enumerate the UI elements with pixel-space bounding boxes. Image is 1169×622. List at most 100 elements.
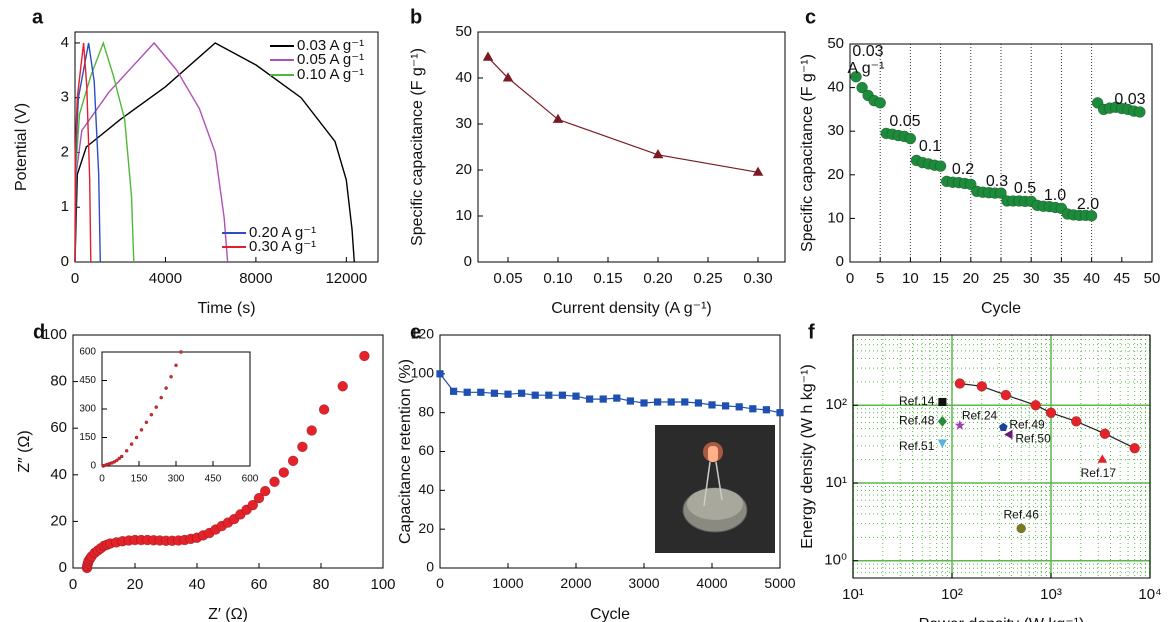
x-tick-label: 300 bbox=[168, 474, 185, 485]
data-line bbox=[74, 40, 135, 263]
y-tick-label: 0 bbox=[426, 559, 434, 575]
x-tick-label: 4000 bbox=[696, 575, 727, 591]
data-point bbox=[552, 113, 564, 123]
x-axis-title: Cycle bbox=[590, 606, 630, 622]
y-tick-label: 0 bbox=[836, 253, 844, 270]
panel-label: f bbox=[808, 321, 815, 343]
annotation: 0.2 bbox=[952, 161, 974, 178]
y-tick-label: 0 bbox=[90, 461, 96, 472]
y-tick-label: 20 bbox=[827, 166, 844, 183]
x-tick-label: 4000 bbox=[149, 270, 182, 287]
y-axis-title: Potential (V) bbox=[13, 103, 30, 191]
data-point bbox=[776, 409, 784, 417]
data-point bbox=[667, 398, 675, 406]
data-point bbox=[1134, 106, 1146, 118]
data-point bbox=[119, 454, 124, 459]
data-line bbox=[74, 41, 229, 263]
x-tick-label: 10² bbox=[941, 586, 963, 603]
y-tick-label: 100 bbox=[411, 365, 435, 381]
led-leg bbox=[703, 461, 711, 507]
data-point bbox=[164, 386, 168, 390]
data-point bbox=[1071, 416, 1082, 427]
data-point bbox=[114, 458, 119, 463]
annotation: 0.03 bbox=[1114, 91, 1145, 108]
data-point bbox=[247, 499, 259, 511]
x-tick-label: 0 bbox=[71, 270, 79, 287]
y-axis-title: Energy density (W h kg⁻¹) bbox=[799, 364, 816, 549]
point-label: Ref.17 bbox=[1081, 466, 1117, 480]
y-tick-label: 10 bbox=[455, 207, 472, 224]
y-tick-label: 20 bbox=[418, 520, 434, 536]
y-tick-label: 40 bbox=[455, 69, 472, 86]
point-label: Ref.14 bbox=[899, 394, 935, 408]
legend-label: 0.20 A g⁻¹ bbox=[249, 224, 316, 241]
point-label: Ref.46 bbox=[1004, 508, 1040, 522]
data-point bbox=[640, 399, 648, 407]
y-tick-label: 10⁰ bbox=[824, 552, 847, 569]
y-tick-label: 0 bbox=[464, 253, 472, 270]
x-tick-label: 0.25 bbox=[693, 270, 722, 287]
legend-label: 0.03 A g⁻¹ bbox=[297, 37, 364, 54]
x-tick-label: 0 bbox=[99, 474, 105, 485]
data-point bbox=[874, 97, 886, 109]
x-tick-label: 10⁴ bbox=[1138, 586, 1161, 603]
data-point bbox=[904, 132, 917, 145]
data-point bbox=[117, 456, 122, 461]
data-point bbox=[934, 160, 947, 172]
data-line bbox=[74, 42, 355, 263]
x-tick-label: 2000 bbox=[560, 575, 591, 591]
data-point bbox=[1099, 428, 1111, 439]
y-tick-label: 60 bbox=[50, 419, 67, 436]
x-tick-label: 0.10 bbox=[543, 270, 572, 287]
y-tick-label: 80 bbox=[50, 373, 67, 390]
x-axis-title: Z′ (Ω) bbox=[208, 606, 248, 622]
data-point bbox=[179, 350, 183, 354]
data-point bbox=[297, 441, 308, 453]
data-point bbox=[149, 412, 154, 417]
y-tick-label: 50 bbox=[455, 23, 472, 40]
data-point bbox=[259, 485, 271, 497]
y-tick-label: 30 bbox=[827, 122, 844, 139]
x-tick-label: 30 bbox=[1023, 270, 1040, 287]
data-point bbox=[154, 405, 159, 409]
legend-label: 0.10 A g⁻¹ bbox=[297, 66, 364, 83]
x-tick-label: 80 bbox=[313, 576, 330, 593]
x-axis-title: Cycle bbox=[981, 300, 1021, 317]
annotation: 0.03 bbox=[852, 43, 883, 60]
data-point bbox=[253, 492, 265, 504]
x-tick-label: 0.20 bbox=[643, 270, 672, 287]
point-label: Ref.24 bbox=[962, 409, 998, 423]
data-point bbox=[269, 476, 280, 488]
y-tick-label: 4 bbox=[61, 34, 69, 51]
y-tick-label: 450 bbox=[79, 375, 96, 386]
data-point bbox=[531, 391, 539, 399]
data-point bbox=[169, 374, 173, 379]
point-label: Ref.49 bbox=[1009, 417, 1045, 431]
led bbox=[708, 446, 718, 462]
data-point bbox=[937, 416, 947, 427]
legend-label: 0.05 A g⁻¹ bbox=[297, 51, 364, 68]
data-point bbox=[504, 390, 512, 398]
x-tick-label: 25 bbox=[993, 270, 1010, 287]
x-tick-label: 12000 bbox=[325, 270, 367, 287]
data-point bbox=[762, 406, 770, 414]
y-tick-label: 100 bbox=[42, 326, 67, 343]
data-point bbox=[359, 350, 370, 362]
y-tick-label: 20 bbox=[50, 512, 67, 529]
x-tick-label: 35 bbox=[1053, 270, 1070, 287]
y-tick-label: 20 bbox=[455, 161, 472, 178]
panel-label: d bbox=[33, 321, 45, 343]
x-tick-label: 450 bbox=[205, 474, 222, 485]
y-tick-label: 120 bbox=[411, 326, 435, 342]
data-point bbox=[954, 378, 966, 389]
data-point bbox=[1085, 210, 1098, 222]
data-line bbox=[74, 42, 92, 263]
y-axis-title: Capacitance retention (%) bbox=[397, 359, 414, 544]
y-tick-label: 10 bbox=[827, 209, 844, 226]
x-tick-label: 40 bbox=[189, 576, 206, 593]
data-point bbox=[856, 81, 868, 94]
y-tick-label: 0 bbox=[59, 559, 67, 576]
y-tick-label: 150 bbox=[79, 432, 96, 443]
data-point bbox=[1045, 407, 1057, 419]
